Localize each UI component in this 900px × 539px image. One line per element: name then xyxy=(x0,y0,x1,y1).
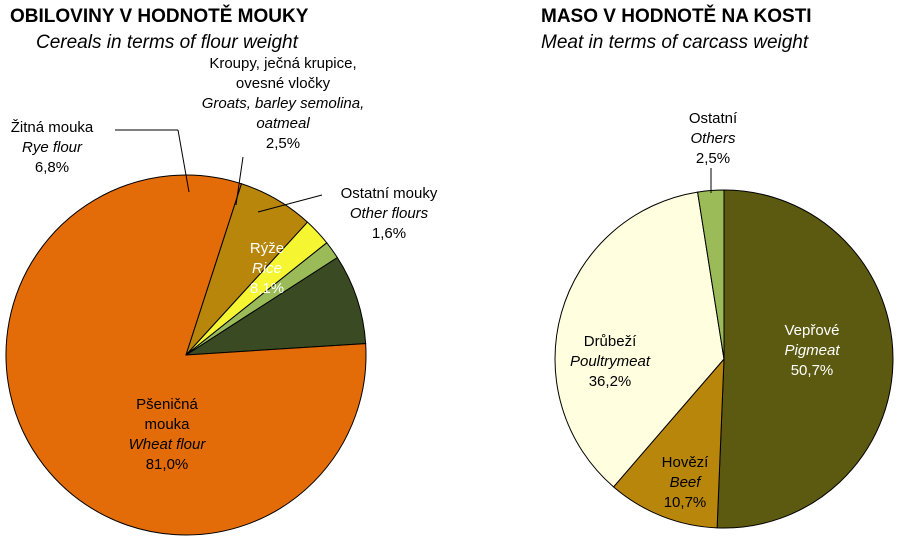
label-wheat-cz-2: mouka xyxy=(144,416,190,433)
label-wheat-value: 81,0% xyxy=(146,456,189,473)
label-pig-cz: Vepřové xyxy=(784,322,839,339)
label-rice-value: 8,1% xyxy=(250,280,284,297)
label-wheat-en: Wheat flour xyxy=(129,436,207,453)
label-others-en: Others xyxy=(690,130,736,147)
label-beef-value: 10,7% xyxy=(664,494,707,511)
label-beef-cz: Hovězí xyxy=(662,454,710,471)
label-others-cz: Ostatní xyxy=(689,110,738,127)
label-rice-en: Rice xyxy=(252,260,282,277)
chart2-subtitle: Meat in terms of carcass weight xyxy=(541,32,809,53)
pie-chart-cereals xyxy=(5,174,367,536)
label-poultry-cz: Drůbeží xyxy=(584,333,637,350)
label-rice-cz: Rýže xyxy=(250,240,284,257)
cereals-slice-1 xyxy=(5,174,367,536)
label-other-flours-cz: Ostatní mouky xyxy=(341,185,438,202)
label-groats-cz-2: ovesné vločky xyxy=(236,75,331,92)
label-poultry-en: Poultrymeat xyxy=(570,353,651,370)
label-groats-value: 2,5% xyxy=(266,135,300,152)
label-wheat-cz-1: Pšeničná xyxy=(136,396,198,413)
label-groats-en-1: Groats, barley semolina, xyxy=(202,95,365,112)
label-groats-cz-1: Kroupy, ječná krupice, xyxy=(209,55,356,72)
label-other-flours-en: Other flours xyxy=(350,205,429,222)
chart1-title: OBILOVINY V HODNOTĚ MOUKY xyxy=(10,6,309,27)
label-pig-value: 50,7% xyxy=(791,362,834,379)
leader-line-groats xyxy=(235,156,244,206)
label-poultry-value: 36,2% xyxy=(589,373,632,390)
chart2-title: MASO V HODNOTĚ NA KOSTI xyxy=(541,6,812,27)
label-rye-value: 6,8% xyxy=(35,159,69,176)
meat-slice-1 xyxy=(612,357,725,529)
label-others-value: 2,5% xyxy=(696,150,730,167)
cereals-slice-4 xyxy=(185,242,338,356)
label-rye-cz: Žitná mouka xyxy=(11,119,94,136)
meat-slice-0 xyxy=(716,189,894,529)
leader-line-rye-2 xyxy=(177,129,190,193)
label-other-flours-value: 1,6% xyxy=(372,225,406,242)
chart1-subtitle: Cereals in terms of flour weight xyxy=(36,32,298,53)
pie-chart-meat xyxy=(554,189,894,529)
meat-slice-2 xyxy=(554,191,725,488)
label-beef-en: Beef xyxy=(670,474,703,491)
label-groats-en-2: oatmeal xyxy=(256,115,310,132)
leader-line-other-flours xyxy=(257,194,323,213)
label-rye-en: Rye flour xyxy=(22,139,83,156)
cereals-slice-0 xyxy=(184,256,367,356)
label-pig-en: Pigmeat xyxy=(784,342,840,359)
